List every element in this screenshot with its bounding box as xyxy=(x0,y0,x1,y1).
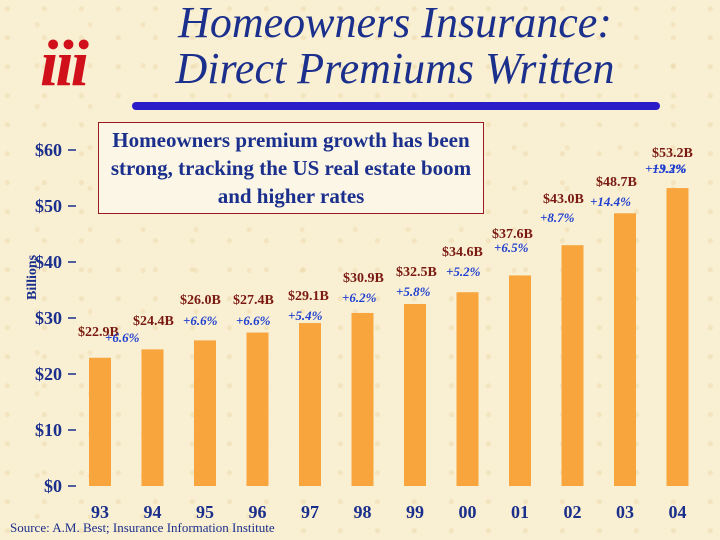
y-tick-label: $50 xyxy=(35,196,62,216)
y-tick-label: $40 xyxy=(35,252,62,272)
callout-box: Homeowners premium growth has been stron… xyxy=(98,122,484,214)
y-tick-label: $60 xyxy=(35,140,62,160)
growth-label: +9.2% xyxy=(652,161,687,176)
x-tick-label: 94 xyxy=(144,502,162,522)
data-label: $37.6B xyxy=(492,227,533,242)
data-label: $30.9B xyxy=(343,271,384,286)
bar xyxy=(351,312,374,486)
bar xyxy=(246,332,269,486)
bar xyxy=(614,213,636,486)
bar xyxy=(509,275,531,486)
x-tick-label: 95 xyxy=(196,502,214,522)
bar xyxy=(89,357,111,486)
growth-label: +6.2% xyxy=(342,290,377,305)
x-tick-label: 93 xyxy=(91,502,109,522)
growth-label: +8.7% xyxy=(540,210,575,225)
growth-label: +6.6% xyxy=(105,330,140,345)
x-tick-label: 02 xyxy=(564,502,582,522)
growth-label: +5.4% xyxy=(288,308,323,323)
bar xyxy=(666,188,689,486)
bar xyxy=(141,349,164,486)
x-tick-label: 96 xyxy=(249,502,267,522)
data-label: $29.1B xyxy=(288,289,329,304)
y-tick-label: $20 xyxy=(35,364,62,384)
data-label: $27.4B xyxy=(233,293,274,308)
source-note: Source: A.M. Best; Insurance Information… xyxy=(10,520,275,535)
growth-label: +6.6% xyxy=(236,313,271,328)
title-line-1: Homeowners Insurance: xyxy=(178,0,612,47)
x-tick-label: 99 xyxy=(406,502,424,522)
data-label: $26.0B xyxy=(180,293,221,308)
bar xyxy=(404,304,426,486)
y-tick-label: $30 xyxy=(35,308,62,328)
growth-label: +5.8% xyxy=(396,284,431,299)
y-tick-label: $0 xyxy=(44,476,62,496)
growth-label: +6.5% xyxy=(494,240,529,255)
growth-label: +14.4% xyxy=(590,194,631,209)
bar xyxy=(456,292,479,486)
data-label: $43.0B xyxy=(543,192,584,207)
y-axis-label: Billions xyxy=(25,254,40,300)
data-label: $22.9B xyxy=(78,325,119,340)
x-tick-label: 00 xyxy=(459,502,477,522)
x-tick-label: 01 xyxy=(511,502,529,522)
x-tick-label: 98 xyxy=(354,502,372,522)
data-label: $24.4B xyxy=(133,314,174,329)
iii-logo: iii xyxy=(40,27,89,100)
bar xyxy=(194,340,216,486)
title-underline xyxy=(132,102,660,110)
growth-label: +6.6% xyxy=(183,313,218,328)
x-tick-label: 04 xyxy=(669,502,687,522)
bar xyxy=(561,245,584,486)
title-line-2: Direct Premiums Written xyxy=(175,44,615,93)
data-label: $48.7B xyxy=(596,175,637,190)
bar xyxy=(299,323,321,486)
x-tick-label: 03 xyxy=(616,502,634,522)
data-label: $34.6B xyxy=(442,245,483,260)
growth-label: +5.2% xyxy=(446,264,481,279)
growth-label: +13.3% xyxy=(645,161,686,176)
data-label: $53.2B xyxy=(652,146,693,161)
x-tick-label: 97 xyxy=(301,502,319,522)
y-tick-label: $10 xyxy=(35,420,62,440)
data-label: $32.5B xyxy=(396,265,437,280)
page-title: Homeowners Insurance: Direct Premiums Wr… xyxy=(100,0,690,92)
